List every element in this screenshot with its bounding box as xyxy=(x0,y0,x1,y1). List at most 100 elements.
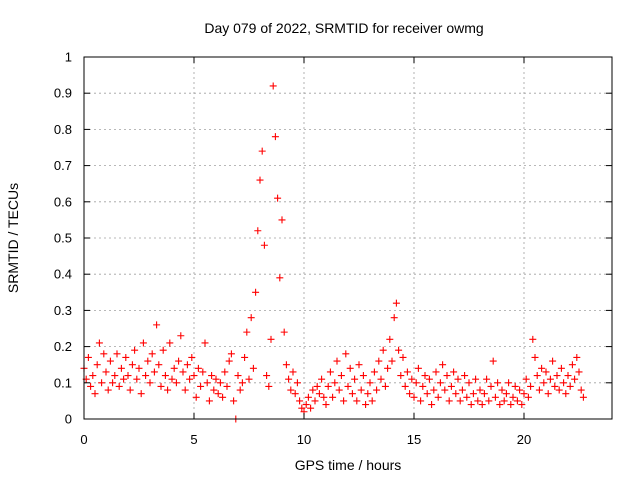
data-point xyxy=(276,274,284,282)
data-point xyxy=(256,176,264,184)
data-point xyxy=(452,390,460,398)
data-point xyxy=(397,372,405,380)
y-tick-label: 0.2 xyxy=(54,339,72,354)
data-point xyxy=(428,401,436,409)
data-point xyxy=(87,382,95,390)
data-point xyxy=(197,382,205,390)
data-point xyxy=(329,393,337,401)
data-point xyxy=(443,372,451,380)
data-point xyxy=(227,350,235,358)
data-point xyxy=(555,386,563,394)
data-point xyxy=(249,364,257,372)
data-point xyxy=(201,339,209,347)
data-point xyxy=(403,368,411,376)
data-point xyxy=(307,404,315,412)
data-point xyxy=(487,382,495,390)
data-point xyxy=(500,397,508,405)
data-point xyxy=(287,386,295,394)
y-tick-label: 0.1 xyxy=(54,375,72,390)
data-point xyxy=(414,364,422,372)
data-point xyxy=(181,386,189,394)
data-point xyxy=(458,386,466,394)
data-point xyxy=(498,386,506,394)
data-point xyxy=(214,390,222,398)
data-point xyxy=(247,314,255,322)
data-point xyxy=(467,401,475,409)
data-point xyxy=(98,379,106,387)
data-point xyxy=(100,350,108,358)
data-point xyxy=(502,390,510,398)
data-point xyxy=(579,393,587,401)
data-point xyxy=(155,361,163,369)
data-point xyxy=(304,393,312,401)
data-point xyxy=(511,382,519,390)
y-tick-label: 0 xyxy=(65,412,72,427)
y-tick-label: 0.7 xyxy=(54,158,72,173)
data-point xyxy=(337,372,345,380)
data-point xyxy=(84,353,92,361)
data-point xyxy=(463,393,471,401)
data-point xyxy=(234,372,242,380)
data-point xyxy=(491,393,499,401)
data-point xyxy=(549,357,557,365)
data-point xyxy=(205,397,213,405)
data-point xyxy=(390,314,398,322)
data-point xyxy=(199,368,207,376)
data-point xyxy=(175,357,183,365)
data-point xyxy=(494,379,502,387)
data-point xyxy=(386,335,394,343)
data-point xyxy=(566,382,574,390)
data-point xyxy=(159,346,167,354)
data-point xyxy=(254,227,262,235)
data-point xyxy=(161,372,169,380)
data-point xyxy=(122,353,130,361)
data-point xyxy=(188,353,196,361)
data-point xyxy=(177,332,185,340)
data-point xyxy=(203,379,211,387)
data-point xyxy=(309,386,317,394)
data-point xyxy=(535,386,543,394)
data-point xyxy=(282,361,290,369)
data-point xyxy=(183,361,191,369)
data-point xyxy=(480,390,488,398)
data-point xyxy=(260,241,268,249)
data-point xyxy=(359,372,367,380)
x-axis-label: GPS time / hours xyxy=(295,457,402,473)
data-point xyxy=(139,339,147,347)
data-point xyxy=(379,346,387,354)
data-point xyxy=(533,372,541,380)
data-point xyxy=(311,397,319,405)
data-point xyxy=(408,375,416,383)
data-point xyxy=(289,368,297,376)
data-point xyxy=(194,364,202,372)
data-point xyxy=(454,375,462,383)
data-point xyxy=(417,397,425,405)
data-point xyxy=(172,379,180,387)
data-point xyxy=(516,386,524,394)
data-point xyxy=(355,361,363,369)
data-point xyxy=(124,372,132,380)
data-point xyxy=(91,390,99,398)
data-point xyxy=(375,357,383,365)
data-point xyxy=(527,382,535,390)
y-tick-label: 0.5 xyxy=(54,231,72,246)
data-point xyxy=(115,382,123,390)
data-point xyxy=(106,357,114,365)
data-point xyxy=(522,375,530,383)
data-point xyxy=(111,372,119,380)
data-point xyxy=(315,390,323,398)
data-point xyxy=(271,133,279,141)
data-point xyxy=(344,382,352,390)
data-point xyxy=(333,357,341,365)
data-point xyxy=(245,375,253,383)
data-point xyxy=(104,386,112,394)
data-point xyxy=(296,397,304,405)
data-point xyxy=(346,364,354,372)
data-point xyxy=(571,375,579,383)
data-point xyxy=(170,364,178,372)
data-point xyxy=(546,375,554,383)
data-point xyxy=(518,401,526,409)
data-point xyxy=(267,335,275,343)
data-point xyxy=(505,379,513,387)
